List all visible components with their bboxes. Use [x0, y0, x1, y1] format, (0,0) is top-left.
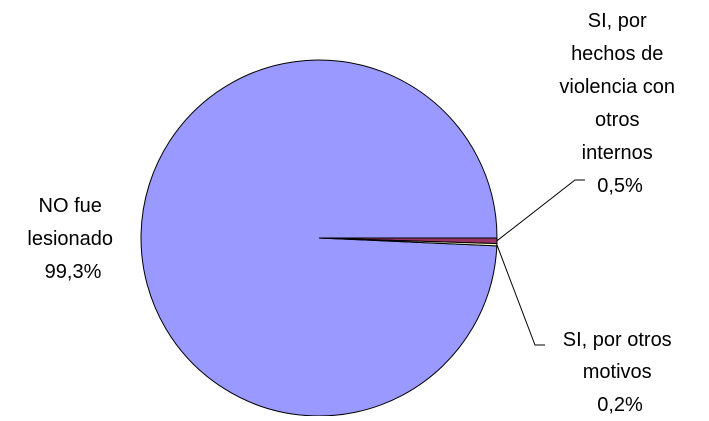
pie-slices [140, 59, 498, 417]
slice-label-si-violencia: SI, por hechos de violencia con otros in… [559, 10, 680, 197]
leader-line-si-otros-motivos [496, 244, 545, 346]
leader-lines [496, 179, 585, 346]
slice-label-no-fue-lesionado: NO fue lesionado 99,3% [27, 195, 118, 283]
leader-line-si-violencia [496, 179, 585, 242]
slice-label-si-otros-motivos: SI, por otros motivos 0,2% [563, 329, 678, 416]
